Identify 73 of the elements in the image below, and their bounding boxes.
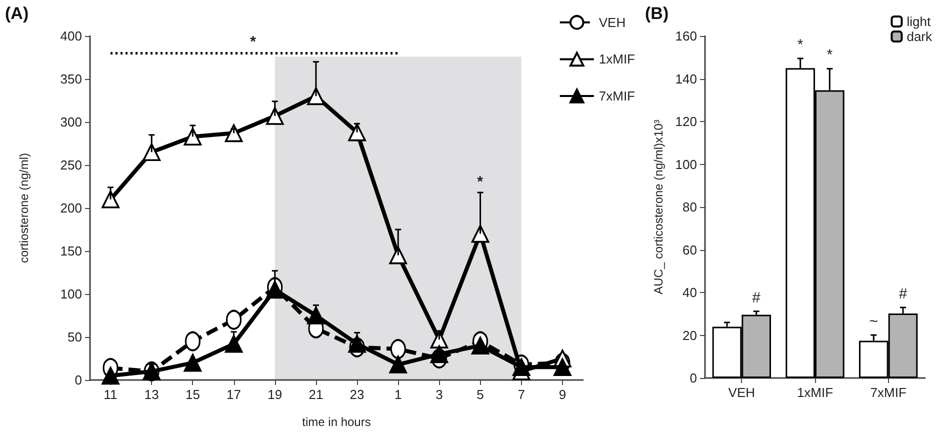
annotation: * bbox=[477, 174, 484, 190]
point bbox=[226, 310, 242, 330]
annotation: * bbox=[250, 34, 256, 50]
y-tick-label: 200 bbox=[60, 200, 82, 216]
y-tick-label: 300 bbox=[60, 114, 82, 130]
y-tick-label: 250 bbox=[60, 158, 82, 172]
x-tick-label: 9 bbox=[558, 387, 566, 402]
x-tick-label: 15 bbox=[185, 387, 200, 402]
y-tick-label: 0 bbox=[74, 372, 82, 388]
point bbox=[307, 306, 325, 324]
x-tick-label: 23 bbox=[350, 387, 364, 402]
point bbox=[184, 128, 202, 146]
y-tick-label: 160 bbox=[675, 28, 697, 44]
point bbox=[389, 356, 408, 374]
y-tick-label: 0 bbox=[690, 370, 697, 386]
y-tick-label: 150 bbox=[60, 244, 82, 258]
x-tick-label: 5 bbox=[476, 387, 484, 402]
point bbox=[266, 107, 284, 125]
y-tick-label: 100 bbox=[60, 286, 82, 302]
legend-label: light bbox=[906, 14, 931, 29]
y-axis-title: AUC_ corticosterone (ng/ml)x10³ bbox=[651, 120, 666, 294]
y-tick-label: 50 bbox=[68, 330, 82, 344]
data-label: # bbox=[898, 285, 908, 302]
x-tick-label: 21 bbox=[308, 387, 324, 402]
point bbox=[512, 358, 530, 376]
point bbox=[224, 334, 243, 353]
y-tick-label: 350 bbox=[60, 72, 82, 86]
data-label: # bbox=[752, 289, 762, 306]
y-tick-label: 120 bbox=[675, 114, 697, 129]
x-tick-label: VEH bbox=[728, 385, 756, 400]
x-tick-label: 17 bbox=[226, 387, 242, 402]
x-tick-label: 1xMIF bbox=[796, 385, 834, 400]
point bbox=[266, 280, 284, 299]
point bbox=[390, 339, 406, 359]
y-axis-title: cortiosterone (ng/ml) bbox=[17, 152, 31, 264]
x-tick-label: 7xMIF bbox=[870, 385, 906, 400]
point bbox=[389, 246, 408, 264]
legend-label: 7xMIF bbox=[598, 88, 636, 104]
data-label: * bbox=[797, 36, 804, 54]
y-tick-label: 100 bbox=[675, 156, 697, 172]
point bbox=[430, 345, 448, 364]
point bbox=[184, 331, 201, 352]
point bbox=[224, 124, 243, 142]
point bbox=[348, 123, 366, 142]
chart-title: (A) bbox=[5, 4, 29, 23]
legend-label: dark bbox=[906, 29, 932, 44]
y-tick-label: 80 bbox=[682, 200, 697, 214]
point bbox=[471, 336, 490, 354]
point bbox=[554, 358, 572, 376]
legend-label: 1xMIF bbox=[598, 52, 636, 67]
x-tick-label: 13 bbox=[144, 387, 159, 402]
y-tick-label: 20 bbox=[682, 328, 697, 343]
point bbox=[307, 87, 325, 106]
y-tick-label: 140 bbox=[675, 71, 697, 86]
y-tick-label: 400 bbox=[60, 28, 82, 44]
point bbox=[471, 224, 490, 243]
point bbox=[102, 190, 120, 208]
chart-title: (B) bbox=[645, 4, 669, 23]
x-tick-label: 3 bbox=[436, 387, 443, 402]
point bbox=[184, 354, 202, 372]
y-tick-label: 60 bbox=[682, 242, 697, 258]
point bbox=[348, 334, 366, 353]
x-tick-label: 11 bbox=[104, 387, 118, 402]
x-axis-title: time in hours bbox=[302, 415, 371, 429]
data-label: ~ bbox=[869, 313, 878, 330]
y-tick-label: 40 bbox=[682, 285, 697, 300]
point bbox=[142, 143, 161, 161]
point bbox=[102, 366, 120, 385]
x-tick-label: 19 bbox=[268, 387, 282, 402]
data-label: * bbox=[826, 46, 833, 64]
x-tick-label: 7 bbox=[518, 387, 525, 402]
legend-label: VEH bbox=[598, 14, 626, 30]
x-tick-label: 1 bbox=[394, 387, 402, 402]
